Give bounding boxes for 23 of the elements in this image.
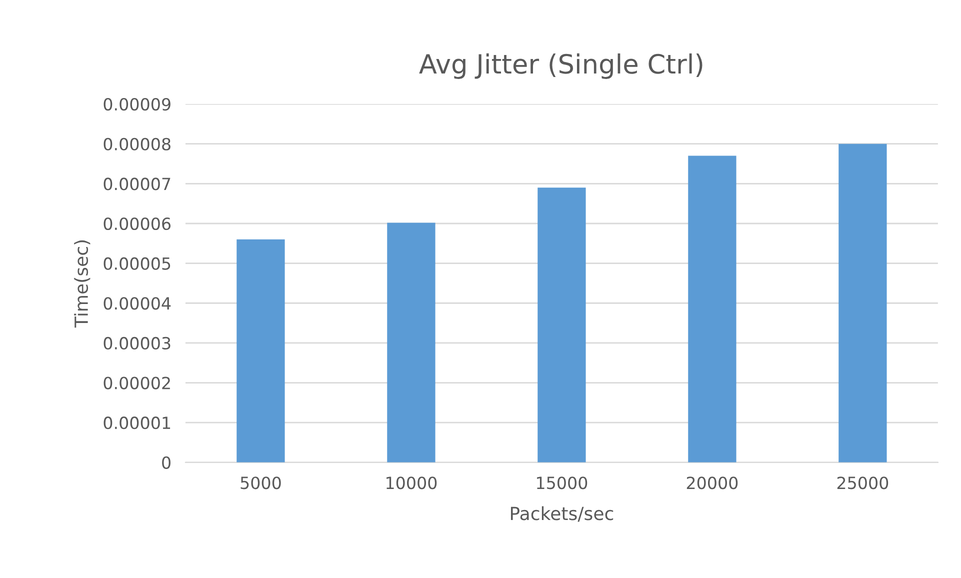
bar [688,156,736,462]
y-tick-label: 0.00001 [104,416,170,430]
chart-title: Avg Jitter (Single Ctrl) [419,53,702,79]
x-tick-label: 15000 [537,476,588,490]
y-tick-label: 0.00003 [104,336,170,350]
y-tick-label: 0.00005 [104,257,170,270]
y-tick-label: 0 [162,456,170,469]
y-tick-label: 0.00008 [104,138,170,150]
bar [236,239,285,462]
y-tick-label: 0.00002 [104,376,170,390]
x-tick-label: 20000 [686,476,738,490]
x-tick-label: 10000 [386,476,437,490]
y-tick-label: 0.00004 [104,297,171,310]
x-axis-title: Packets/sec [510,506,614,522]
x-tick-label: 25000 [837,476,888,490]
bar [838,144,887,462]
y-tick-label: 0.00007 [104,178,170,190]
bar [538,188,586,462]
y-tick-label: 0.00009 [104,98,170,111]
y-axis-title: Time(sec) [74,240,90,328]
y-tick-label: 0.00006 [104,217,171,230]
bar [387,222,436,462]
x-tick-label: 5000 [240,476,281,490]
